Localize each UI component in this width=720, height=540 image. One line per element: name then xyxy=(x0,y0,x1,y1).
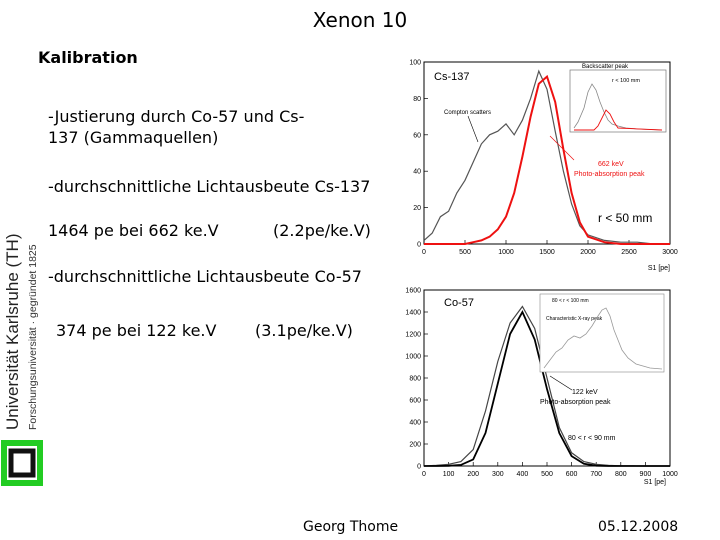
svg-text:Forschungsuniversität · gegrün: Forschungsuniversität · gegründet 1825 xyxy=(27,244,39,430)
p2-xtick-label: 700 xyxy=(590,471,602,478)
cs137-xlabel: S1 [pe] xyxy=(648,265,670,272)
p2-ytick-label: 1600 xyxy=(405,288,421,295)
cs137-gray-series xyxy=(423,69,670,245)
bullet-justierung: -Justierung durch Co-57 und Cs-137 (Gamm… xyxy=(48,107,305,147)
slide-subtitle: Kalibration xyxy=(38,48,138,67)
p2-ytick-label: 600 xyxy=(409,398,421,405)
radius-annotation: r < 50 mm xyxy=(598,211,652,225)
cs137-ratio: (2.2pe/ke.V) xyxy=(273,221,371,240)
p1-ytick-label: 0 xyxy=(417,242,421,249)
p2-xtick-label: 200 xyxy=(467,471,479,478)
cs137-energy-annotation: 662 keV xyxy=(598,161,624,168)
p2-ytick-label: 1200 xyxy=(405,332,421,339)
bullet-co57: -durchschnittliche Lichtausbeute Co-57 xyxy=(48,267,362,286)
cs137-value: 1464 pe bei 662 ke.V xyxy=(48,221,219,240)
co57-histogram: 0 200 400 600 800 1000 1200 1400 1600 0 100 200 300… xyxy=(405,288,678,487)
p1-xtick-label: 500 xyxy=(459,249,471,256)
co57-radius-annotation: 80 < r < 90 mm xyxy=(568,435,616,442)
p1-ytick-label: 40 xyxy=(413,169,421,176)
footer-author: Georg Thome xyxy=(303,519,399,535)
p2-xtick-label: 800 xyxy=(615,471,627,478)
p1-xtick-label: 2000 xyxy=(580,249,596,256)
photo-peak-annotation: Photo-absorption peak xyxy=(574,171,645,178)
slide-title: Xenon 10 xyxy=(312,8,408,32)
footer-date: 05.12.2008 xyxy=(598,519,679,535)
p2-ytick-label: 0 xyxy=(417,464,421,471)
p1-xtick-label: 1000 xyxy=(498,249,514,256)
cs137-histogram: 0 20 40 60 80 100 0 500 1000 1500 2000 2500 3000 Cs… xyxy=(409,60,678,273)
p2-xtick-label: 600 xyxy=(566,471,578,478)
p1-xtick-label: 1500 xyxy=(539,249,555,256)
university-logo-icon xyxy=(1,440,43,486)
svg-text:Universität Karlsruhe (TH): Universität Karlsruhe (TH) xyxy=(3,234,22,431)
co57-value: 374 pe bei 122 ke.V xyxy=(56,321,217,340)
p1-ytick-label: 20 xyxy=(413,205,421,212)
p2-xtick-label: 300 xyxy=(492,471,504,478)
p2-ytick-label: 200 xyxy=(409,442,421,449)
cs137-label: Cs-137 xyxy=(434,71,469,83)
co57-inset-legend: 80 < r < 100 mm xyxy=(552,298,589,304)
p1-ytick-label: 60 xyxy=(413,132,421,139)
co57-inset-title: Characteristic X-ray peak xyxy=(546,316,603,322)
p2-ytick-label: 1000 xyxy=(405,354,421,361)
p1-ytick-label: 80 xyxy=(413,96,421,103)
cs137-red-fit xyxy=(424,74,670,245)
co57-xlabel: S1 [pe] xyxy=(644,479,666,486)
p1-ytick-label: 100 xyxy=(409,60,421,67)
p2-xtick-label: 500 xyxy=(541,471,553,478)
p2-xtick-label: 1000 xyxy=(662,471,678,478)
p2-xtick-label: 100 xyxy=(443,471,455,478)
p1-xtick-label: 2500 xyxy=(621,249,637,256)
co57-photo-peak-annotation: Photo-absorption peak xyxy=(540,399,611,406)
co57-fit xyxy=(424,309,670,467)
compton-annotation: Compton scatters xyxy=(444,110,491,116)
co57-ratio: (3.1pe/ke.V) xyxy=(255,321,353,340)
bullet-cs137: -durchschnittliche Lichtausbeute Cs-137 xyxy=(48,177,371,196)
p2-xtick-label: 900 xyxy=(640,471,652,478)
p1-xtick-label: 0 xyxy=(422,249,426,256)
university-name-logo: Universität Karlsruhe (TH) Forschungsuni… xyxy=(3,234,39,431)
p1-xtick-label: 3000 xyxy=(662,249,678,256)
inset-legend: r < 100 mm xyxy=(612,78,640,84)
p2-ytick-label: 400 xyxy=(409,420,421,427)
p2-xtick-label: 0 xyxy=(422,471,426,478)
co57-label: Co-57 xyxy=(444,297,474,309)
p2-ytick-label: 1400 xyxy=(405,310,421,317)
p2-ytick-label: 800 xyxy=(409,376,421,383)
backscatter-annotation: Backscatter peak xyxy=(582,64,629,70)
co57-energy-annotation: 122 keV xyxy=(572,389,598,396)
p2-xtick-label: 400 xyxy=(517,471,529,478)
